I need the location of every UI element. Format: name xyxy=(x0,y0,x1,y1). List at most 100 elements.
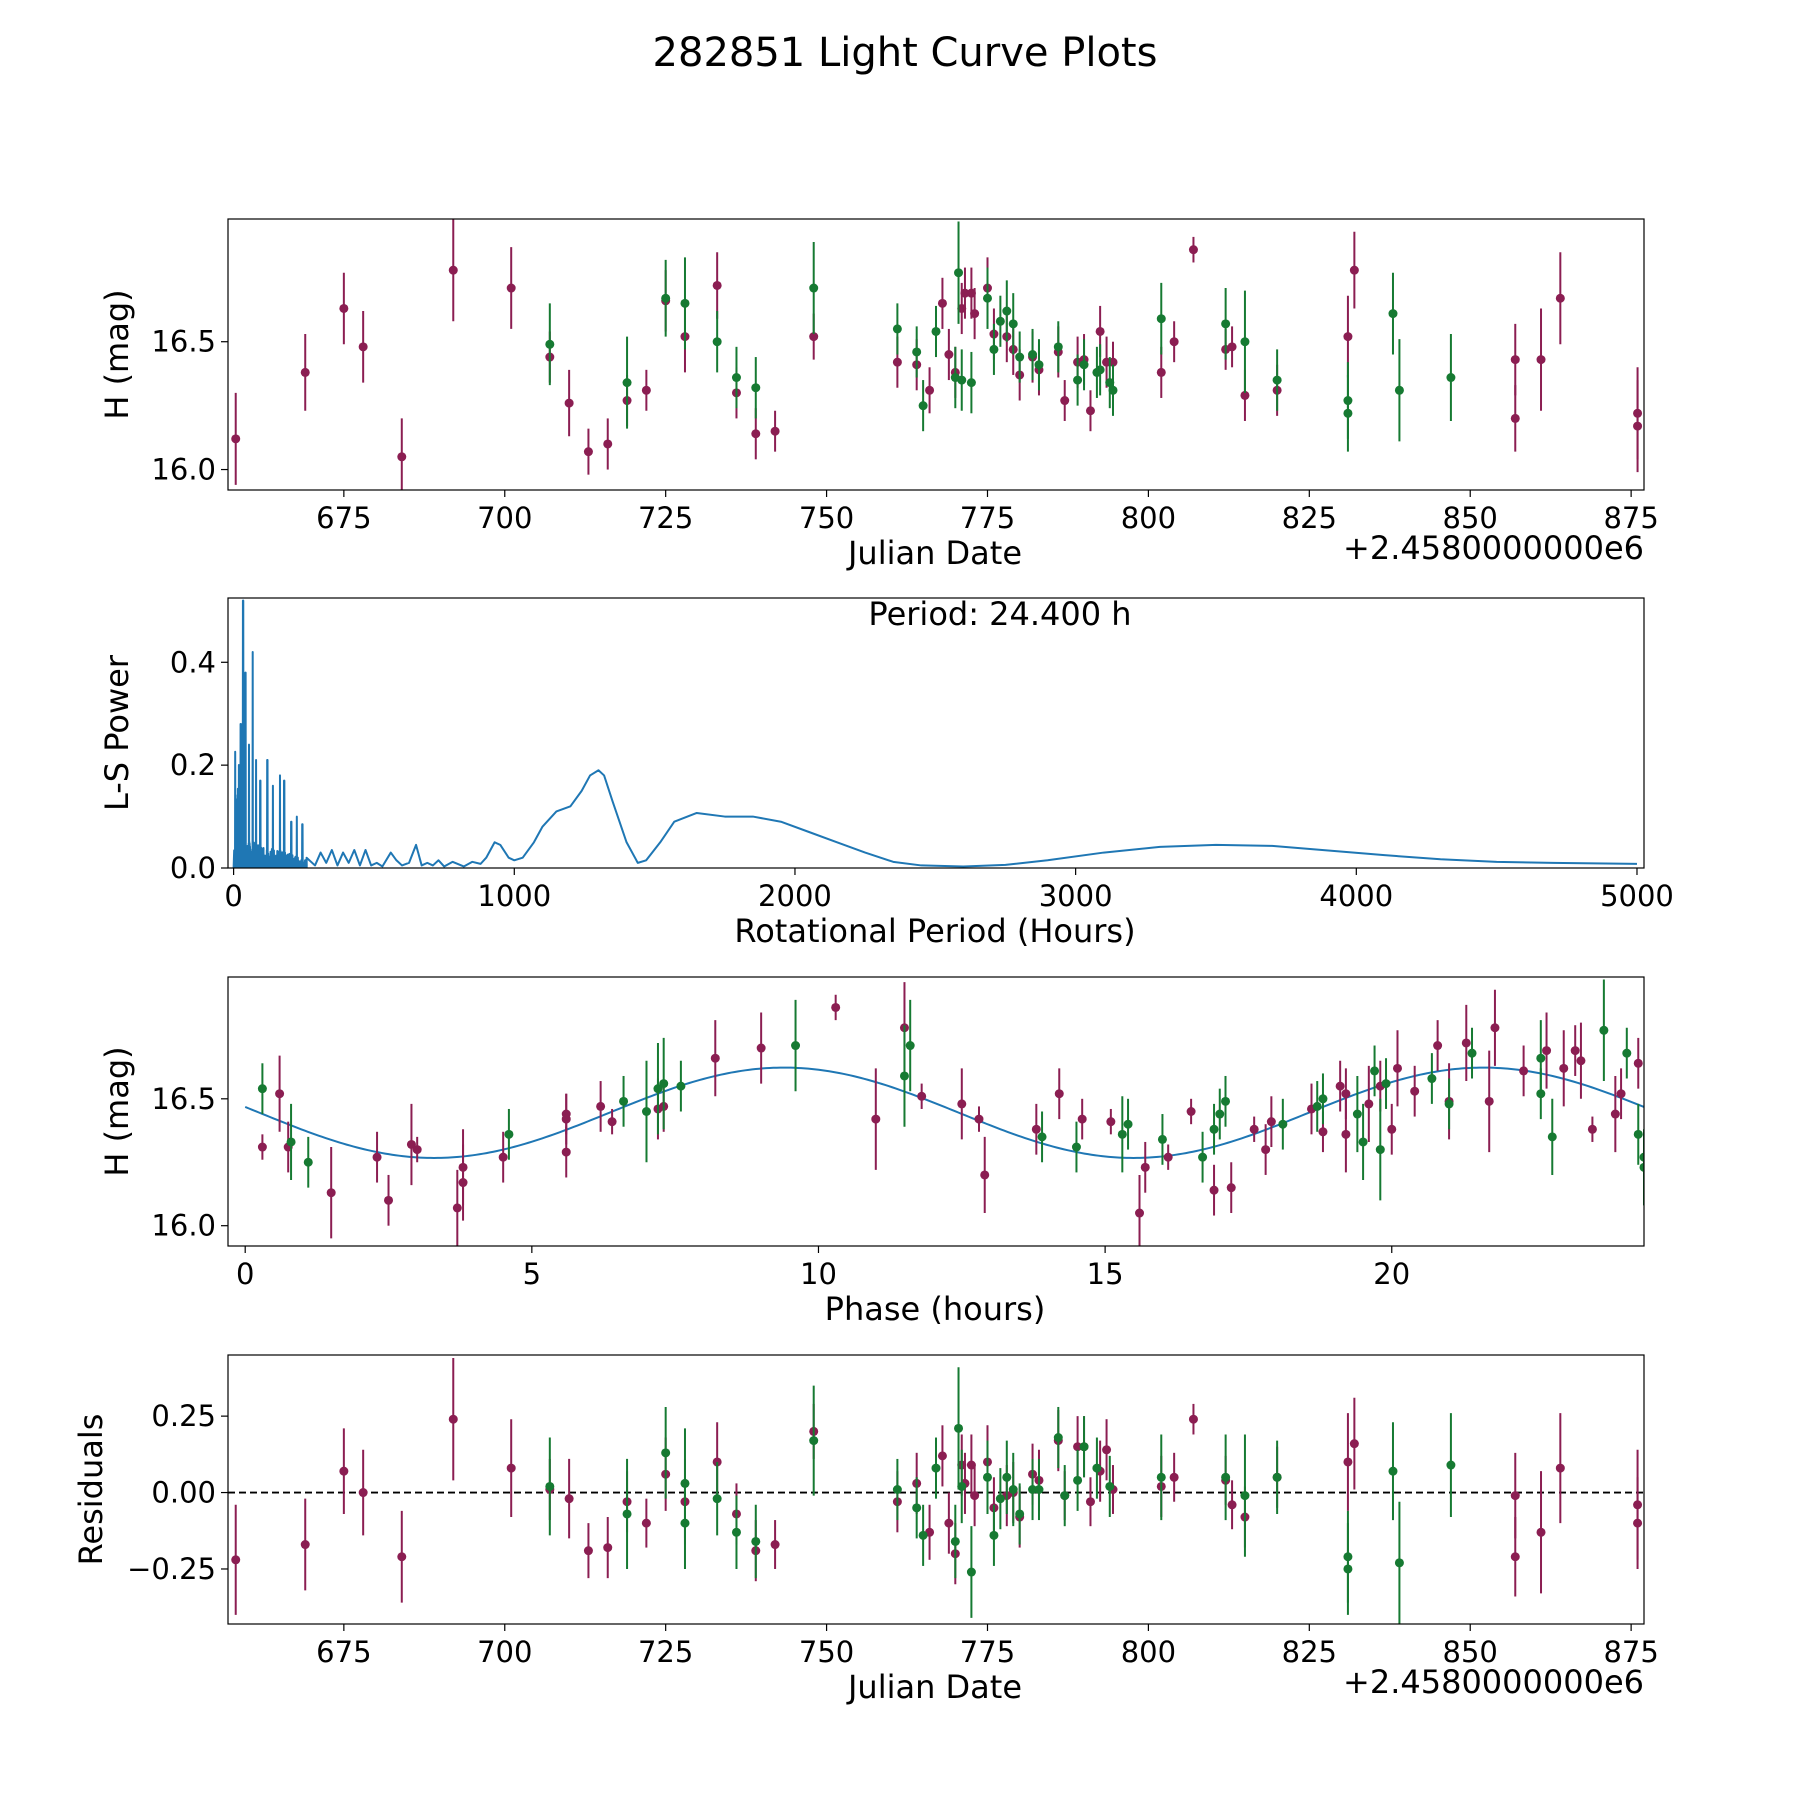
data-point xyxy=(661,293,671,303)
data-point xyxy=(1060,396,1070,406)
data-point xyxy=(1002,1472,1012,1482)
data-point xyxy=(641,385,651,395)
data-point xyxy=(751,1536,761,1546)
x-tick-label: 825 xyxy=(1282,1635,1337,1669)
x-tick-label: 675 xyxy=(316,1635,371,1669)
data-point xyxy=(1370,1066,1380,1076)
data-point xyxy=(1198,1152,1208,1162)
data-point xyxy=(980,1170,990,1180)
data-point xyxy=(1240,390,1250,400)
data-point xyxy=(1576,1056,1586,1066)
data-point xyxy=(1536,1527,1546,1537)
data-point xyxy=(871,1114,881,1124)
x-tick-label: 20 xyxy=(1373,1257,1410,1291)
data-point xyxy=(710,1053,720,1063)
data-point xyxy=(1188,245,1198,255)
data-point xyxy=(1085,1497,1095,1507)
data-point xyxy=(622,378,632,388)
plot-frame xyxy=(227,1354,1645,1625)
data-point xyxy=(1028,350,1038,359)
x-tick-label: 800 xyxy=(1121,1635,1176,1669)
data-point xyxy=(1318,1094,1328,1104)
y-tick-label: 0.00 xyxy=(151,1476,216,1510)
data-point xyxy=(1622,1048,1632,1058)
data-point xyxy=(680,1518,690,1528)
data-point xyxy=(1510,1552,1520,1562)
data-point xyxy=(1467,1048,1477,1058)
data-point xyxy=(937,1451,947,1461)
data-point xyxy=(506,283,516,293)
data-point xyxy=(892,324,902,334)
data-point xyxy=(1163,1152,1173,1162)
data-point xyxy=(1108,385,1118,395)
data-point xyxy=(770,426,780,436)
data-point xyxy=(918,1530,928,1540)
data-point xyxy=(1349,265,1359,275)
data-point xyxy=(1015,352,1025,362)
data-point xyxy=(731,1527,741,1537)
data-point xyxy=(1106,1117,1116,1127)
x-tick-label: 725 xyxy=(638,501,693,535)
data-point xyxy=(1387,1124,1397,1134)
data-point xyxy=(1240,337,1250,347)
y-tick-label: 16.0 xyxy=(151,453,216,487)
data-point xyxy=(1318,1127,1328,1137)
x-offset-label: +2.4580000000e6 xyxy=(1343,529,1644,567)
data-point xyxy=(1095,365,1105,375)
x-axis-label: Rotational Period (Hours) xyxy=(734,912,1135,950)
data-point xyxy=(1616,1089,1626,1099)
x-axis-label: Julian Date xyxy=(846,534,1022,572)
data-point xyxy=(326,1188,336,1198)
data-point xyxy=(545,1481,555,1491)
data-point xyxy=(1008,1485,1018,1494)
data-point xyxy=(989,344,999,354)
data-point xyxy=(1392,1063,1402,1073)
data-point xyxy=(1053,1433,1063,1443)
data-point xyxy=(1261,1145,1271,1155)
x-tick-label: 1000 xyxy=(477,879,551,913)
data-point xyxy=(1633,1518,1643,1528)
data-point xyxy=(1221,1472,1231,1482)
phase-folded-panel: 0 5 10 15 20 16.0 16.5 Phase (hours) H (mag) xyxy=(98,976,1645,1328)
data-point xyxy=(809,332,819,342)
data-point xyxy=(1073,1475,1083,1485)
data-point xyxy=(712,280,722,290)
x-tick-label: 750 xyxy=(799,501,854,535)
data-point xyxy=(892,1485,902,1494)
data-point xyxy=(448,1414,458,1424)
x-tick-label: 5000 xyxy=(1600,879,1674,913)
data-point xyxy=(1312,1101,1322,1111)
y-axis-label: L-S Power xyxy=(98,654,136,811)
data-point xyxy=(1227,342,1237,352)
data-point xyxy=(1054,1089,1064,1099)
x-tick-label: 2000 xyxy=(758,879,832,913)
data-point xyxy=(1343,332,1353,342)
data-point xyxy=(1610,1109,1620,1119)
data-point xyxy=(680,298,690,308)
period-annotation: Period: 24.400 h xyxy=(868,595,1131,633)
data-point xyxy=(831,1002,841,1012)
data-point xyxy=(1510,1491,1520,1501)
data-point xyxy=(397,1552,407,1562)
data-point xyxy=(1433,1041,1443,1051)
y-axis-label: Residuals xyxy=(72,1414,110,1566)
periodogram-panel: 0 1000 2000 3000 4000 5000 0.0 0.2 0.4 Rotational… xyxy=(98,595,1674,950)
data-point xyxy=(1221,319,1231,329)
data-point xyxy=(1060,1491,1070,1501)
data-point xyxy=(1343,1457,1353,1467)
data-point xyxy=(564,1494,574,1504)
data-point xyxy=(982,1472,992,1482)
data-point xyxy=(1073,1442,1083,1452)
y-tick-label: 16.5 xyxy=(151,1082,216,1116)
data-point xyxy=(641,1107,651,1116)
data-point xyxy=(1542,1046,1552,1056)
data-point xyxy=(918,401,928,411)
x-axis-label: Phase (hours) xyxy=(825,1290,1046,1328)
data-point xyxy=(1156,367,1166,377)
data-point xyxy=(397,452,407,462)
data-point xyxy=(561,1147,571,1157)
data-point xyxy=(1079,1442,1089,1452)
data-point xyxy=(641,1518,651,1528)
data-point xyxy=(1375,1145,1385,1155)
data-point xyxy=(1446,373,1456,383)
